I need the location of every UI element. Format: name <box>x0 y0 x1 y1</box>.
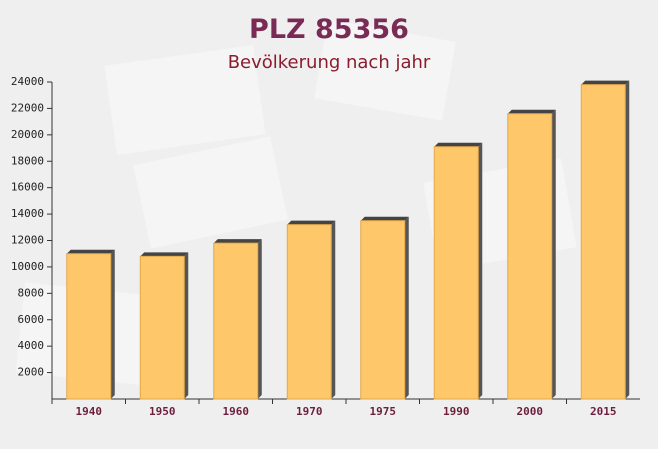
bar <box>580 84 626 400</box>
bar-shadow <box>581 80 630 85</box>
bar <box>139 255 185 400</box>
decoration <box>15 19 577 388</box>
y-tick-label: 10000 <box>11 260 44 273</box>
bar-shadow <box>478 142 483 400</box>
y-tick-label: 20000 <box>11 128 44 141</box>
bar-shadow <box>404 216 409 399</box>
chart-title: PLZ 85356 <box>249 14 409 45</box>
bar-shadow <box>110 249 115 399</box>
bar <box>360 220 406 400</box>
bar-shadow <box>213 239 262 244</box>
bar-shadow <box>184 252 189 399</box>
x-tick-label: 1990 <box>443 405 470 418</box>
y-tick-label: 6000 <box>18 313 45 326</box>
y-tick-label: 16000 <box>11 181 44 194</box>
bar-shadow <box>257 239 262 399</box>
y-tick-label: 22000 <box>11 101 44 114</box>
bar <box>286 224 332 400</box>
bar-shadow <box>140 252 189 257</box>
y-tick-label: 14000 <box>11 207 44 220</box>
x-tick-label: 1975 <box>370 405 397 418</box>
bar <box>213 242 259 400</box>
bar-shadow <box>434 142 483 147</box>
bar <box>433 146 479 400</box>
y-tick-label: 8000 <box>18 286 45 299</box>
bar <box>66 253 112 400</box>
x-tick-label: 2000 <box>517 405 544 418</box>
bar <box>507 113 553 400</box>
bar-shadow <box>551 109 556 399</box>
x-tick-label: 1940 <box>76 405 103 418</box>
bar-shadow <box>360 216 409 221</box>
bar-shadow <box>287 220 336 225</box>
y-tick-label: 2000 <box>18 366 45 379</box>
bar-shadow <box>507 109 556 114</box>
x-tick-label: 1970 <box>296 405 323 418</box>
y-tick-label: 4000 <box>18 339 45 352</box>
y-tick-label: 12000 <box>11 234 44 247</box>
x-tick-label: 1960 <box>223 405 250 418</box>
chart-subtitle: Bevölkerung nach jahr <box>228 52 431 73</box>
y-tick-label: 24000 <box>11 75 44 88</box>
y-tick-label: 18000 <box>11 154 44 167</box>
x-tick-label: 2015 <box>590 405 617 418</box>
bar-shadow <box>331 220 336 399</box>
bar-shadow <box>66 249 115 254</box>
x-tick-label: 1950 <box>149 405 176 418</box>
bar-shadow <box>625 80 630 400</box>
